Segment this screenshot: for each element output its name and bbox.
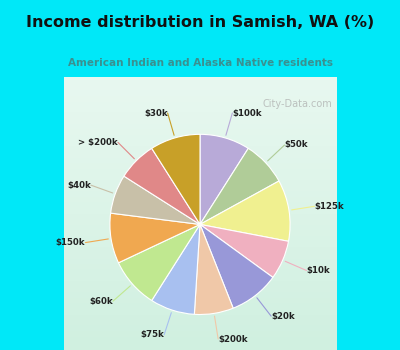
Text: $200k: $200k bbox=[218, 335, 248, 343]
Text: $30k: $30k bbox=[144, 108, 168, 118]
Text: $75k: $75k bbox=[140, 330, 164, 339]
Text: $40k: $40k bbox=[67, 181, 91, 190]
Text: $100k: $100k bbox=[232, 108, 262, 118]
Text: $10k: $10k bbox=[306, 266, 330, 275]
Text: City-Data.com: City-Data.com bbox=[263, 99, 332, 109]
Wedge shape bbox=[200, 134, 248, 224]
Text: $50k: $50k bbox=[284, 140, 308, 149]
Text: $150k: $150k bbox=[56, 238, 86, 247]
Text: American Indian and Alaska Native residents: American Indian and Alaska Native reside… bbox=[68, 58, 332, 68]
Wedge shape bbox=[200, 148, 279, 224]
Text: Income distribution in Samish, WA (%): Income distribution in Samish, WA (%) bbox=[26, 15, 374, 30]
Wedge shape bbox=[200, 224, 288, 277]
Text: $60k: $60k bbox=[89, 297, 113, 306]
Wedge shape bbox=[194, 224, 233, 315]
Text: > $200k: > $200k bbox=[78, 138, 118, 147]
Wedge shape bbox=[152, 224, 200, 314]
Wedge shape bbox=[124, 148, 200, 224]
Text: $20k: $20k bbox=[271, 312, 295, 321]
Wedge shape bbox=[110, 213, 200, 263]
Wedge shape bbox=[200, 181, 290, 241]
Wedge shape bbox=[200, 224, 273, 308]
Wedge shape bbox=[118, 224, 200, 301]
Text: $125k: $125k bbox=[314, 202, 344, 211]
Wedge shape bbox=[111, 176, 200, 224]
Wedge shape bbox=[152, 134, 200, 224]
